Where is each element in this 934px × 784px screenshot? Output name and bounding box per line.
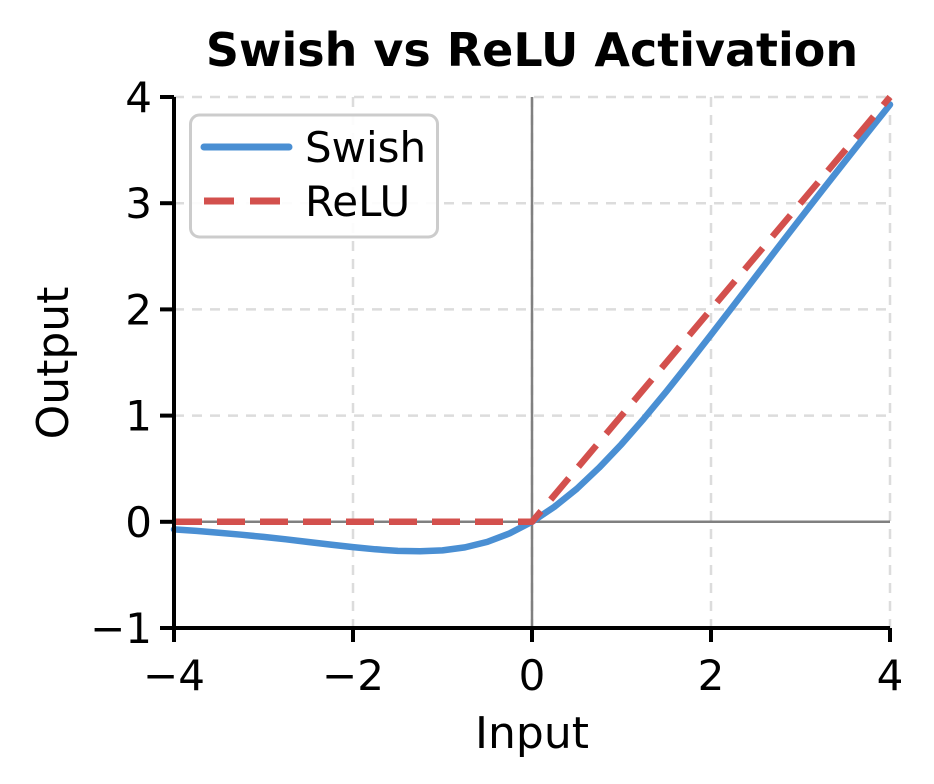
legend-label-swish: Swish [305, 123, 426, 172]
relu-line [174, 94, 893, 526]
y-tick-label: 1 [125, 392, 152, 441]
y-tick-label: 4 [125, 73, 152, 122]
tick-layer [160, 95, 892, 642]
x-tick-label: −4 [143, 651, 205, 700]
series-layer [170, 94, 894, 555]
y-tick-label: 3 [125, 179, 152, 228]
x-tick-label: 2 [698, 651, 725, 700]
y-tick-label: −1 [90, 604, 152, 653]
x-axis-label: Input [475, 708, 589, 759]
tick-label-layer: −4 −2 0 2 4 −1 0 1 2 3 4 [90, 73, 903, 700]
y-tick-label: 0 [125, 498, 152, 547]
legend-label-relu: ReLU [305, 177, 410, 226]
y-tick-label: 2 [125, 285, 152, 334]
y-axis-label: Output [28, 287, 79, 440]
x-tick-label: −2 [322, 651, 384, 700]
x-tick-label: 0 [519, 651, 546, 700]
x-tick-label: 4 [877, 651, 904, 700]
chart-title: Swish vs ReLU Activation [206, 23, 858, 77]
legend: Swish ReLU [189, 113, 439, 239]
